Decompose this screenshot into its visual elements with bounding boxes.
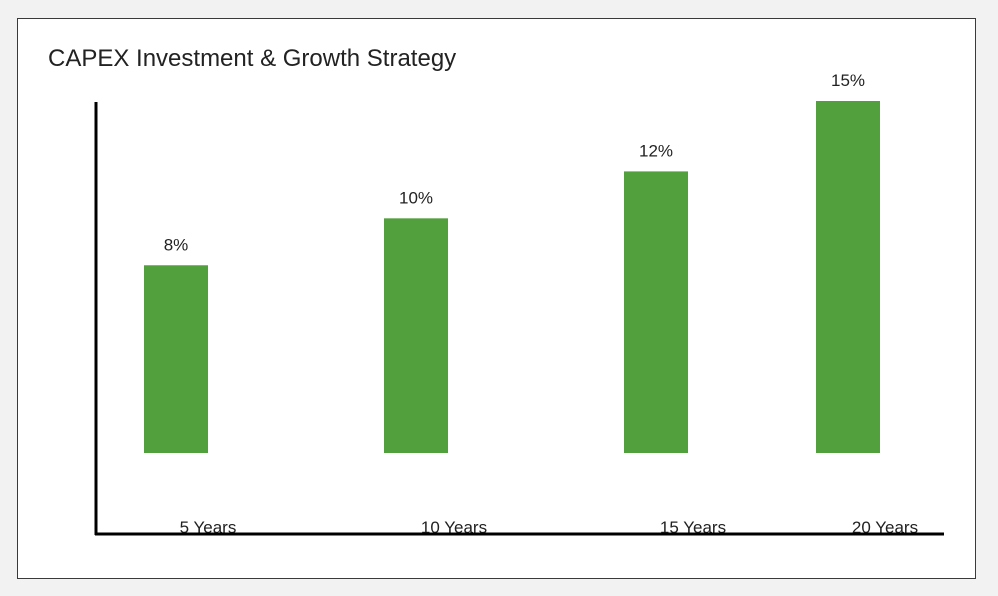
x-tick-label-1: 5 Years — [180, 518, 237, 537]
x-tick-label-4: 20 Years — [852, 518, 918, 537]
bar-3 — [624, 171, 688, 453]
x-tick-label-2: 10 Years — [421, 518, 487, 537]
bar-1 — [144, 265, 208, 453]
bar-value-label-4: 15% — [831, 71, 865, 90]
bar-value-label-2: 10% — [399, 188, 433, 207]
bars-layer — [144, 101, 880, 453]
bar-2 — [384, 218, 448, 453]
bar-4 — [816, 101, 880, 453]
labels-layer: 8% 5 Years 10% 10 Years 12% 15 Years 15% 20 Yea… — [164, 71, 918, 537]
bar-value-label-1: 8% — [164, 235, 189, 254]
bar-value-label-3: 12% — [639, 141, 673, 160]
x-tick-label-3: 15 Years — [660, 518, 726, 537]
chart-title: CAPEX Investment & Growth Strategy — [48, 45, 457, 72]
